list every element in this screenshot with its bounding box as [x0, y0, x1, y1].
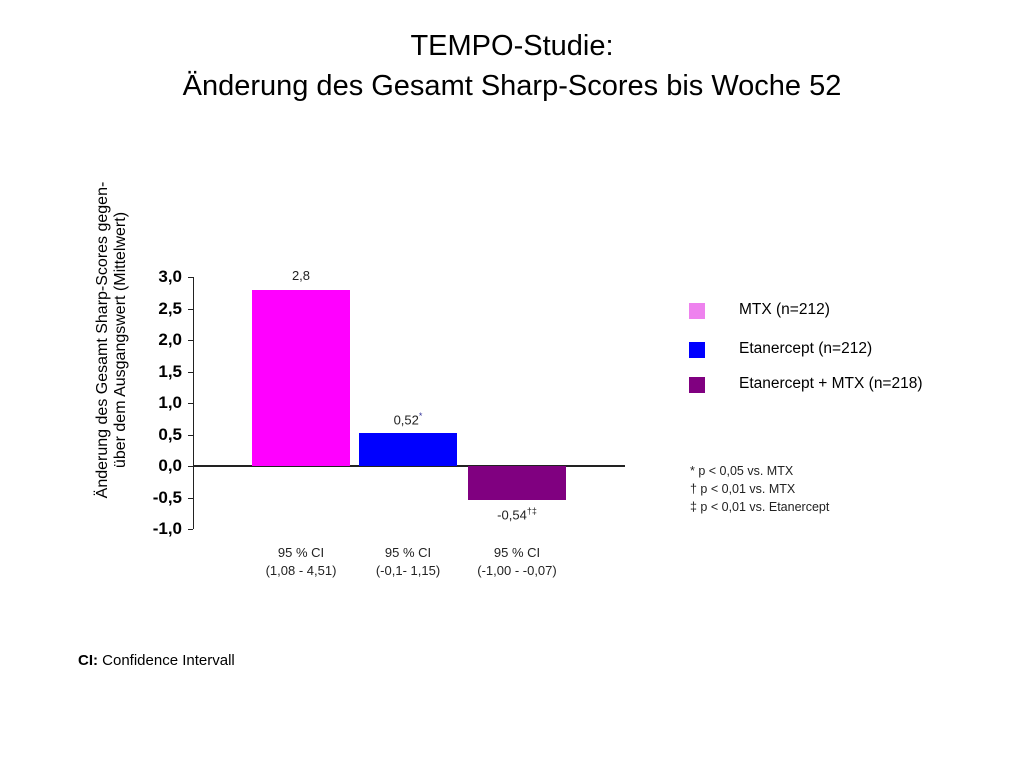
legend-label: Etanercept (n=212): [739, 340, 873, 357]
bar-value-label: 0,52*: [393, 411, 423, 428]
confidence-interval-label: 95 % CI (-0,1- 1,15): [375, 545, 441, 578]
confidence-interval-label: 95 % CI (-1,00 - -0,07): [477, 545, 557, 578]
y-tick-label: -1,0: [152, 519, 182, 538]
bar-value-label: -0,54†‡: [497, 506, 537, 523]
y-tick: [188, 277, 193, 278]
y-tick: [188, 309, 193, 310]
legend-swatch-etanercept-mtx: [689, 377, 705, 393]
legend-label: MTX (n=212): [739, 301, 830, 318]
bar-value-label: 2,8: [291, 267, 311, 283]
significance-note-2: † p < 0,01 vs. MTX: [690, 482, 796, 496]
legend-label: Etanercept + MTX (n=218): [739, 375, 923, 392]
bar-3: [468, 466, 566, 501]
y-tick-label: 2,0: [158, 330, 182, 349]
footer-text: Confidence Intervall: [98, 652, 235, 669]
y-axis-line: [193, 277, 194, 529]
y-tick: [188, 403, 193, 404]
y-tick-label: 0,0: [158, 456, 182, 475]
bar-1: [252, 289, 350, 466]
y-tick-label: 1,0: [158, 393, 182, 412]
y-tick-label: 0,5: [158, 425, 182, 444]
y-tick: [188, 498, 193, 499]
y-tick: [188, 435, 193, 436]
y-tick-label: 1,5: [158, 362, 182, 381]
y-tick: [188, 340, 193, 341]
y-tick-label: -0,5: [152, 488, 182, 507]
y-axis-label-line2: über dem Ausgangswert (Mittelwert): [112, 211, 129, 469]
y-tick-label: 3,0: [158, 267, 182, 286]
bar-2: [359, 433, 457, 466]
legend-swatch-mtx: [689, 303, 705, 319]
footer-abbrev: CI:: [78, 652, 98, 669]
y-axis-label-line1: Änderung des Gesamt Sharp-Scores gegen-: [94, 181, 111, 499]
y-tick: [188, 529, 193, 530]
footer-ci-definition: CI: Confidence Intervall: [78, 652, 235, 669]
y-tick: [188, 466, 193, 467]
legend-swatch-etanercept: [689, 342, 705, 358]
y-tick: [188, 372, 193, 373]
confidence-interval-label: 95 % CI (1,08 - 4,51): [265, 545, 337, 578]
chart-title-line1: TEMPO-Studie:: [410, 30, 614, 62]
significance-note-1: * p < 0,05 vs. MTX: [690, 464, 794, 478]
chart-title-line2: Änderung des Gesamt Sharp-Scores bis Woc…: [182, 70, 842, 102]
significance-note-3: ‡ p < 0,01 vs. Etanercept: [690, 500, 830, 514]
y-tick-label: 2,5: [158, 299, 182, 318]
